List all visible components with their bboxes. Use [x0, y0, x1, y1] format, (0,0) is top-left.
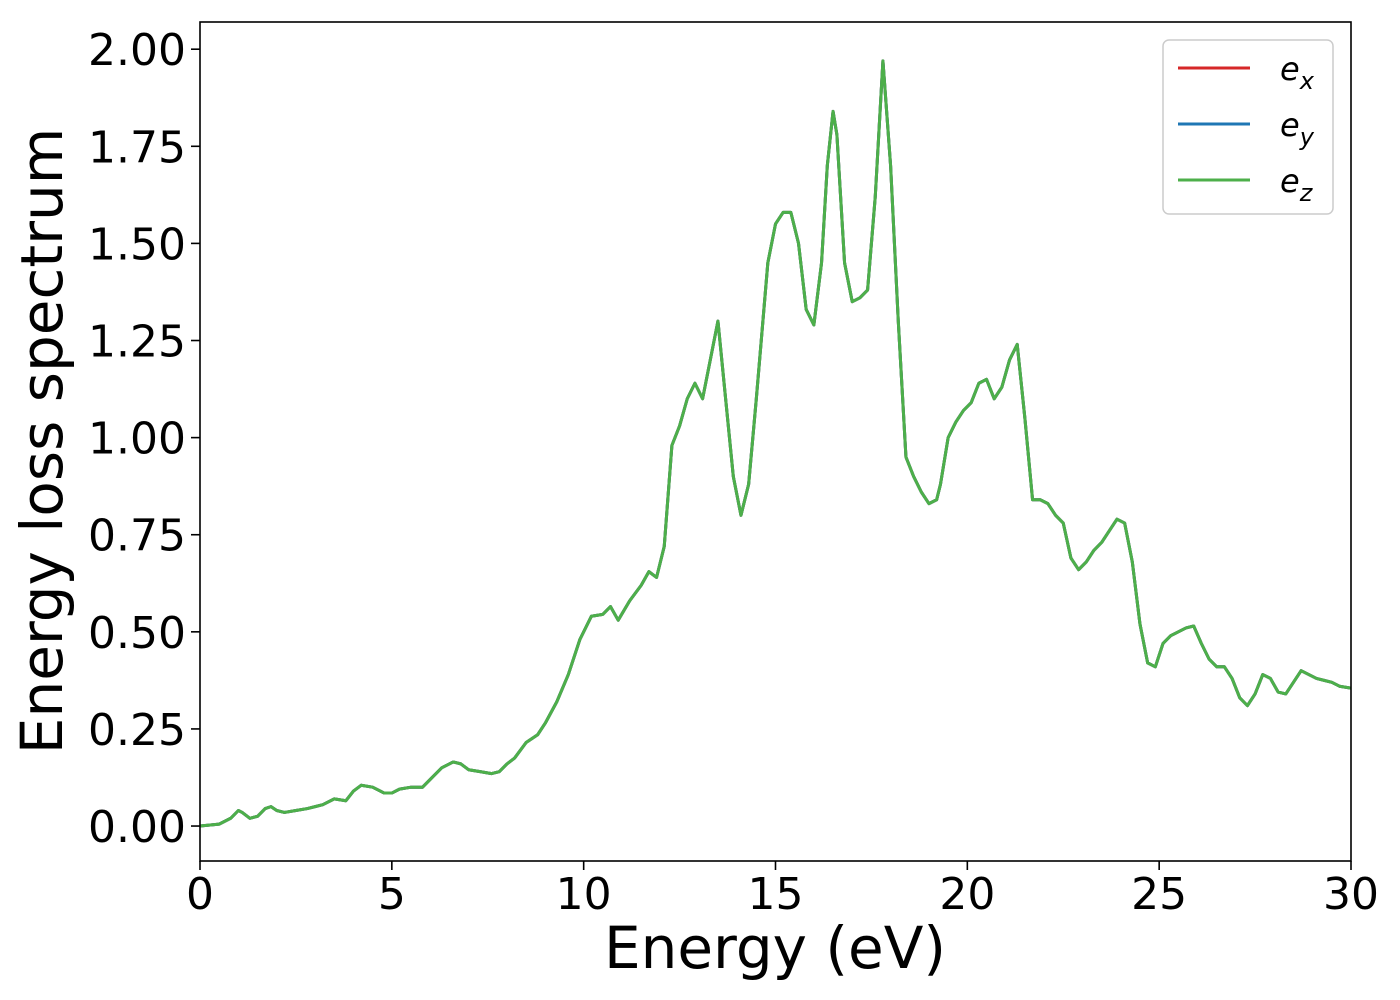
x-tick-label: 20	[939, 869, 995, 920]
x-tick-label: 30	[1323, 869, 1379, 920]
x-tick-label: 5	[378, 869, 406, 920]
x-tick-label: 10	[556, 869, 612, 920]
y-tick-label: 1.50	[88, 219, 186, 270]
y-tick-label: 0.25	[88, 705, 186, 756]
y-axis: 0.00 0.25 0.50 0.75 1.00 1.25 1.50 1.75 2.00	[88, 25, 200, 853]
x-tick-label: 0	[186, 869, 214, 920]
plot-area	[200, 22, 1351, 861]
legend-label-ey: ey	[1280, 106, 1315, 151]
series-line-e-z	[200, 59, 1351, 828]
x-tick-label: 25	[1131, 869, 1187, 920]
y-tick-label: 1.25	[88, 317, 186, 368]
y-tick-label: 0.00	[88, 802, 186, 853]
y-tick-label: 0.50	[88, 608, 186, 659]
x-axis: 0 5 10 15 20 25 30	[186, 861, 1379, 920]
x-axis-title: Energy (eV)	[604, 914, 946, 982]
legend-box	[1162, 39, 1334, 215]
legend-label-ez: ez	[1280, 162, 1314, 207]
y-tick-label: 2.00	[88, 25, 186, 76]
y-axis-title: Energy loss spectrum	[8, 128, 76, 754]
y-tick-label: 0.75	[88, 511, 186, 562]
legend: ex ey ez	[1162, 39, 1334, 215]
series-layer	[200, 59, 1351, 828]
y-tick-label: 1.75	[88, 122, 186, 173]
y-tick-label: 1.00	[88, 414, 186, 465]
x-tick-label: 15	[748, 869, 804, 920]
legend-label-ex: ex	[1280, 50, 1315, 95]
